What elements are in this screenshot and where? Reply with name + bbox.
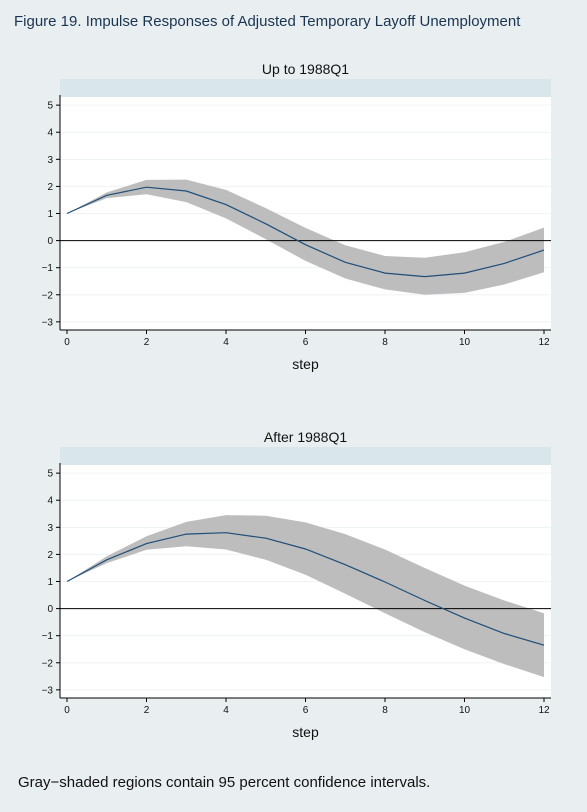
- y-tick-label: 3: [47, 523, 53, 534]
- y-tick-label: −2: [42, 290, 54, 301]
- y-tick-label: 3: [47, 155, 53, 166]
- y-tick-label: −1: [42, 631, 54, 642]
- y-tick-label: 2: [47, 182, 53, 193]
- x-tick-label: 0: [64, 337, 70, 348]
- x-tick-label: 10: [459, 337, 471, 348]
- y-tick-label: 1: [47, 209, 53, 220]
- y-tick-label: 2: [47, 550, 53, 561]
- x-tick-label: 2: [144, 337, 150, 348]
- x-tick-label: 6: [303, 337, 309, 348]
- x-tick-label: 4: [223, 705, 229, 716]
- x-tick-label: 0: [64, 705, 70, 716]
- y-tick-label: −2: [42, 658, 54, 669]
- panel-title: After 1988Q1: [264, 429, 347, 445]
- confidence-band: [67, 179, 544, 295]
- impulse-response-line: [66, 532, 545, 646]
- panel-title: Up to 1988Q1: [262, 61, 349, 77]
- y-tick-label: −3: [42, 317, 54, 328]
- x-tick-label: 6: [303, 705, 309, 716]
- footnote: Gray−shaded regions contain 95 percent c…: [18, 774, 431, 791]
- impulse-response-line: [66, 186, 545, 278]
- y-tick-label: 5: [47, 469, 53, 480]
- y-tick-label: 1: [47, 577, 53, 588]
- y-tick-label: 4: [47, 128, 53, 139]
- panel-title-band: [60, 447, 551, 465]
- x-tick-label: 2: [144, 705, 150, 716]
- x-axis-title: step: [292, 356, 319, 372]
- y-tick-label: 0: [47, 236, 53, 247]
- x-tick-label: 12: [538, 705, 550, 716]
- x-tick-label: 12: [538, 337, 550, 348]
- y-tick-label: 0: [47, 604, 53, 615]
- y-tick-label: −1: [42, 263, 54, 274]
- confidence-band: [67, 515, 544, 678]
- y-tick-label: 5: [47, 101, 53, 112]
- x-tick-label: 8: [382, 705, 388, 716]
- x-axis-title: step: [292, 724, 319, 740]
- y-tick-label: 4: [47, 496, 53, 507]
- figure-title: Figure 19. Impulse Responses of Adjusted…: [14, 13, 521, 30]
- y-tick-label: −3: [42, 685, 54, 696]
- panel-title-band: [60, 79, 551, 97]
- x-tick-label: 4: [223, 337, 229, 348]
- x-tick-label: 10: [459, 705, 471, 716]
- x-tick-label: 8: [382, 337, 388, 348]
